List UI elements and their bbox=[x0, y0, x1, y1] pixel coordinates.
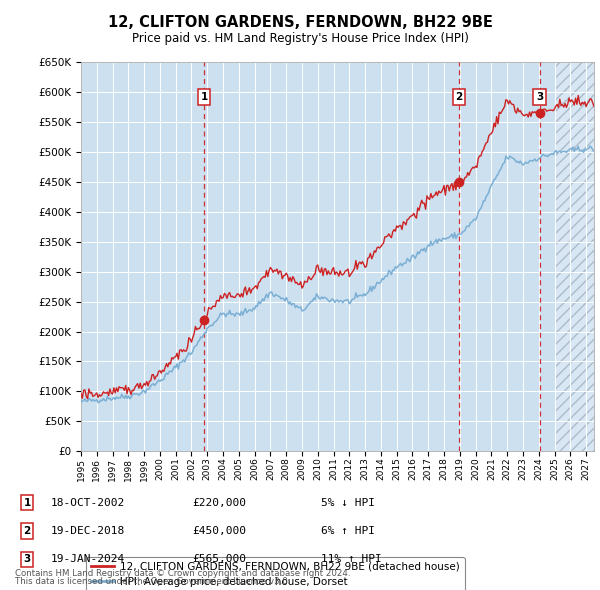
Text: This data is licensed under the Open Government Licence v3.0.: This data is licensed under the Open Gov… bbox=[15, 578, 290, 586]
Text: £220,000: £220,000 bbox=[192, 498, 246, 507]
Text: 19-DEC-2018: 19-DEC-2018 bbox=[51, 526, 125, 536]
Text: 5% ↓ HPI: 5% ↓ HPI bbox=[321, 498, 375, 507]
Text: £450,000: £450,000 bbox=[192, 526, 246, 536]
Text: 3: 3 bbox=[536, 92, 543, 102]
Text: 2: 2 bbox=[455, 92, 463, 102]
Text: 6% ↑ HPI: 6% ↑ HPI bbox=[321, 526, 375, 536]
Text: 1: 1 bbox=[200, 92, 208, 102]
Text: Contains HM Land Registry data © Crown copyright and database right 2024.: Contains HM Land Registry data © Crown c… bbox=[15, 569, 350, 578]
Text: £565,000: £565,000 bbox=[192, 555, 246, 564]
Text: 11% ↑ HPI: 11% ↑ HPI bbox=[321, 555, 382, 564]
Legend: 12, CLIFTON GARDENS, FERNDOWN, BH22 9BE (detached house), HPI: Average price, de: 12, CLIFTON GARDENS, FERNDOWN, BH22 9BE … bbox=[86, 556, 464, 590]
Text: 19-JAN-2024: 19-JAN-2024 bbox=[51, 555, 125, 564]
Text: 2: 2 bbox=[23, 526, 31, 536]
Bar bbox=[554, 62, 594, 451]
Text: 3: 3 bbox=[23, 555, 31, 564]
Text: 12, CLIFTON GARDENS, FERNDOWN, BH22 9BE: 12, CLIFTON GARDENS, FERNDOWN, BH22 9BE bbox=[107, 15, 493, 30]
Text: 18-OCT-2002: 18-OCT-2002 bbox=[51, 498, 125, 507]
Text: Price paid vs. HM Land Registry's House Price Index (HPI): Price paid vs. HM Land Registry's House … bbox=[131, 32, 469, 45]
Text: 1: 1 bbox=[23, 498, 31, 507]
